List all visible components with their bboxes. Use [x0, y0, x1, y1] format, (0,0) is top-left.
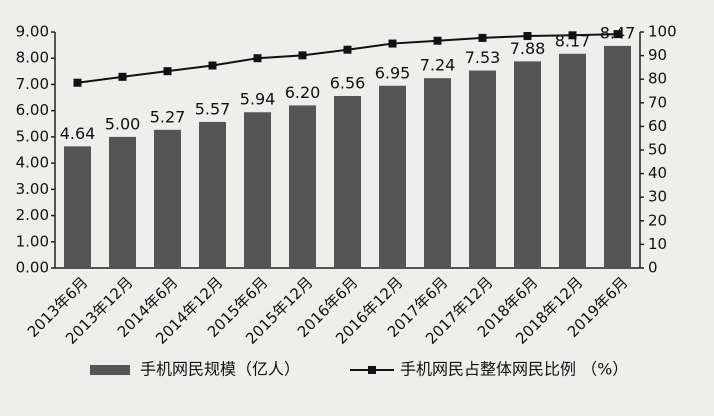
value-label: 5.00: [105, 114, 141, 133]
bar: [334, 95, 361, 268]
bar: [379, 85, 406, 268]
y2-tick-label: 20: [648, 211, 667, 229]
line-marker: [73, 78, 82, 87]
y2-tick-label: 40: [648, 164, 667, 182]
line-marker: [433, 36, 442, 45]
value-label: 5.27: [150, 107, 186, 126]
bar: [154, 129, 181, 268]
bar: [424, 78, 451, 268]
line-marker: [163, 67, 172, 76]
y-tick-label: 4.00: [16, 154, 49, 172]
y2-tick-label: 30: [648, 188, 667, 206]
value-label: 7.53: [465, 48, 501, 67]
y2-tick-label: 100: [648, 23, 677, 41]
value-label: 7.24: [420, 56, 456, 75]
bar: [469, 70, 496, 269]
bar: [604, 45, 631, 268]
y-tick-label: 5.00: [16, 127, 49, 145]
line-marker: [253, 54, 262, 63]
line-marker: [388, 39, 397, 48]
bar: [109, 136, 136, 268]
y-tick-label: 8.00: [16, 49, 49, 67]
line-marker: [568, 31, 577, 40]
bar: [514, 61, 541, 268]
y2-tick-label: 70: [648, 93, 667, 111]
line-marker: [523, 32, 532, 41]
line-marker: [478, 33, 487, 42]
y-tick-label: 7.00: [16, 75, 49, 93]
y-tick-label: 0.00: [16, 259, 49, 277]
bar: [199, 121, 226, 268]
value-label: 5.57: [195, 99, 231, 118]
legend-label: 手机网民规模（亿人）: [140, 360, 300, 379]
value-label: 6.95: [375, 63, 411, 82]
line-marker: [343, 45, 352, 54]
y-tick-label: 6.00: [16, 101, 49, 119]
y2-tick-label: 90: [648, 46, 667, 64]
bar: [559, 53, 586, 268]
line-marker: [118, 72, 127, 81]
value-label: 7.88: [510, 39, 546, 58]
y2-tick-label: 60: [648, 117, 667, 135]
bar: [64, 146, 91, 268]
y2-tick-label: 50: [648, 141, 667, 159]
value-label: 5.94: [240, 90, 276, 109]
y-tick-label: 3.00: [16, 180, 49, 198]
line-marker: [208, 61, 217, 70]
bar: [244, 112, 271, 269]
value-label: 6.20: [285, 83, 321, 102]
bar: [289, 105, 316, 268]
y2-tick-label: 0: [648, 259, 658, 277]
legend-label: 手机网民占整体网民比例 （%）: [400, 360, 628, 379]
line-marker: [613, 30, 622, 39]
y-tick-label: 1.00: [16, 232, 49, 250]
value-label: 4.64: [60, 124, 96, 143]
y2-tick-label: 10: [648, 235, 667, 253]
value-label: 6.56: [330, 73, 366, 92]
y-tick-label: 2.00: [16, 206, 49, 224]
line-marker: [298, 51, 307, 60]
y-tick-label: 9.00: [16, 23, 49, 41]
legend-swatch: [90, 365, 130, 375]
y2-tick-label: 80: [648, 70, 667, 88]
legend-swatch: [368, 366, 376, 374]
